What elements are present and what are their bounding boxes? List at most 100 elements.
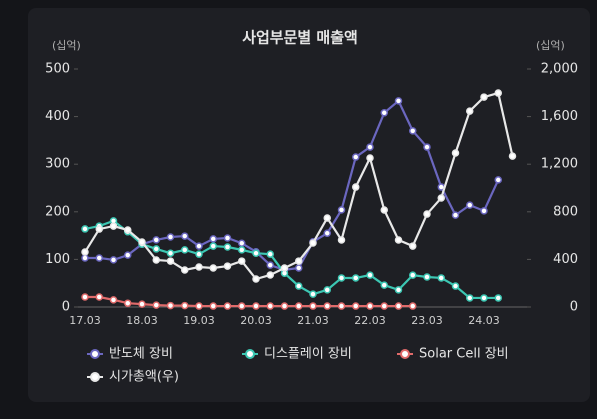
chart-title: 사업부문별 매출액 [242,29,358,47]
point [238,239,246,247]
y2-tick-label: 1,200 [541,157,578,172]
point [380,281,388,289]
y2-unit: (십억) [536,39,565,52]
point [380,109,388,117]
point [409,271,417,279]
point [437,194,445,202]
point [209,302,217,310]
point [109,222,118,230]
point [466,294,474,302]
point [451,211,460,219]
legend-label: 반도체 장비 [109,347,173,362]
point [366,302,374,310]
point [152,301,160,309]
point [380,206,388,214]
x-tick-label: 20.03 [240,314,272,327]
point [466,201,474,209]
x-tick-label: 19.03 [183,314,215,327]
point [195,263,203,271]
point [223,262,232,270]
y-tick-label: 500 [45,62,70,77]
point [266,250,274,258]
point [280,264,289,272]
point [223,234,232,242]
point [466,107,474,115]
point [195,250,203,258]
legend-marker [90,349,100,359]
point [352,302,360,310]
y-tick-label: 0 [62,300,70,315]
point [195,242,203,250]
point [394,302,403,310]
point [295,302,303,310]
point [238,246,246,254]
y2-tick-label: 2,000 [541,62,578,77]
point [109,296,118,304]
point [352,183,360,191]
point [295,257,303,265]
point [366,271,374,279]
point [451,282,460,290]
card [28,8,590,402]
point [494,294,502,302]
point [480,93,488,101]
point [238,302,246,310]
x-tick-label: 22.03 [354,314,386,327]
point [508,152,517,160]
point [352,153,360,161]
y2-tick-label: 400 [553,252,578,267]
y-unit: (십억) [52,39,81,52]
point [323,214,331,222]
point [81,248,89,256]
point [109,256,118,264]
point [181,266,189,274]
point [366,154,374,162]
point [352,274,360,282]
point [166,301,175,310]
point [337,236,346,244]
point [494,89,502,97]
point [223,243,232,251]
y-tick-label: 100 [45,252,70,267]
point [423,210,431,218]
point [95,254,103,262]
legend-marker [90,372,100,382]
point [81,225,89,233]
point [252,302,260,310]
point [480,294,488,302]
point [124,226,132,234]
point [152,245,160,253]
x-tick-label: 24.03 [468,314,500,327]
point [337,302,346,310]
point [252,249,260,257]
point [166,257,175,265]
legend-label: 시가총액(우) [109,370,179,385]
point [409,302,417,310]
point [266,302,274,310]
point [152,236,160,244]
point [166,233,175,241]
point [195,302,203,310]
x-tick-label: 23.03 [411,314,443,327]
point [409,242,417,250]
point [394,286,403,294]
point [266,271,274,279]
point [366,143,374,151]
point [309,302,317,310]
point [209,242,217,250]
point [323,286,331,294]
point [309,239,317,247]
point [394,97,403,105]
y-tick-label: 200 [45,204,70,219]
point [181,246,189,254]
point [494,176,502,184]
point [451,149,460,157]
x-tick-label: 17.03 [69,314,101,327]
point [295,282,303,290]
point [409,127,417,135]
point [423,143,431,151]
point [423,273,431,281]
point [323,302,331,310]
point [138,300,146,308]
legend-marker [400,349,410,359]
